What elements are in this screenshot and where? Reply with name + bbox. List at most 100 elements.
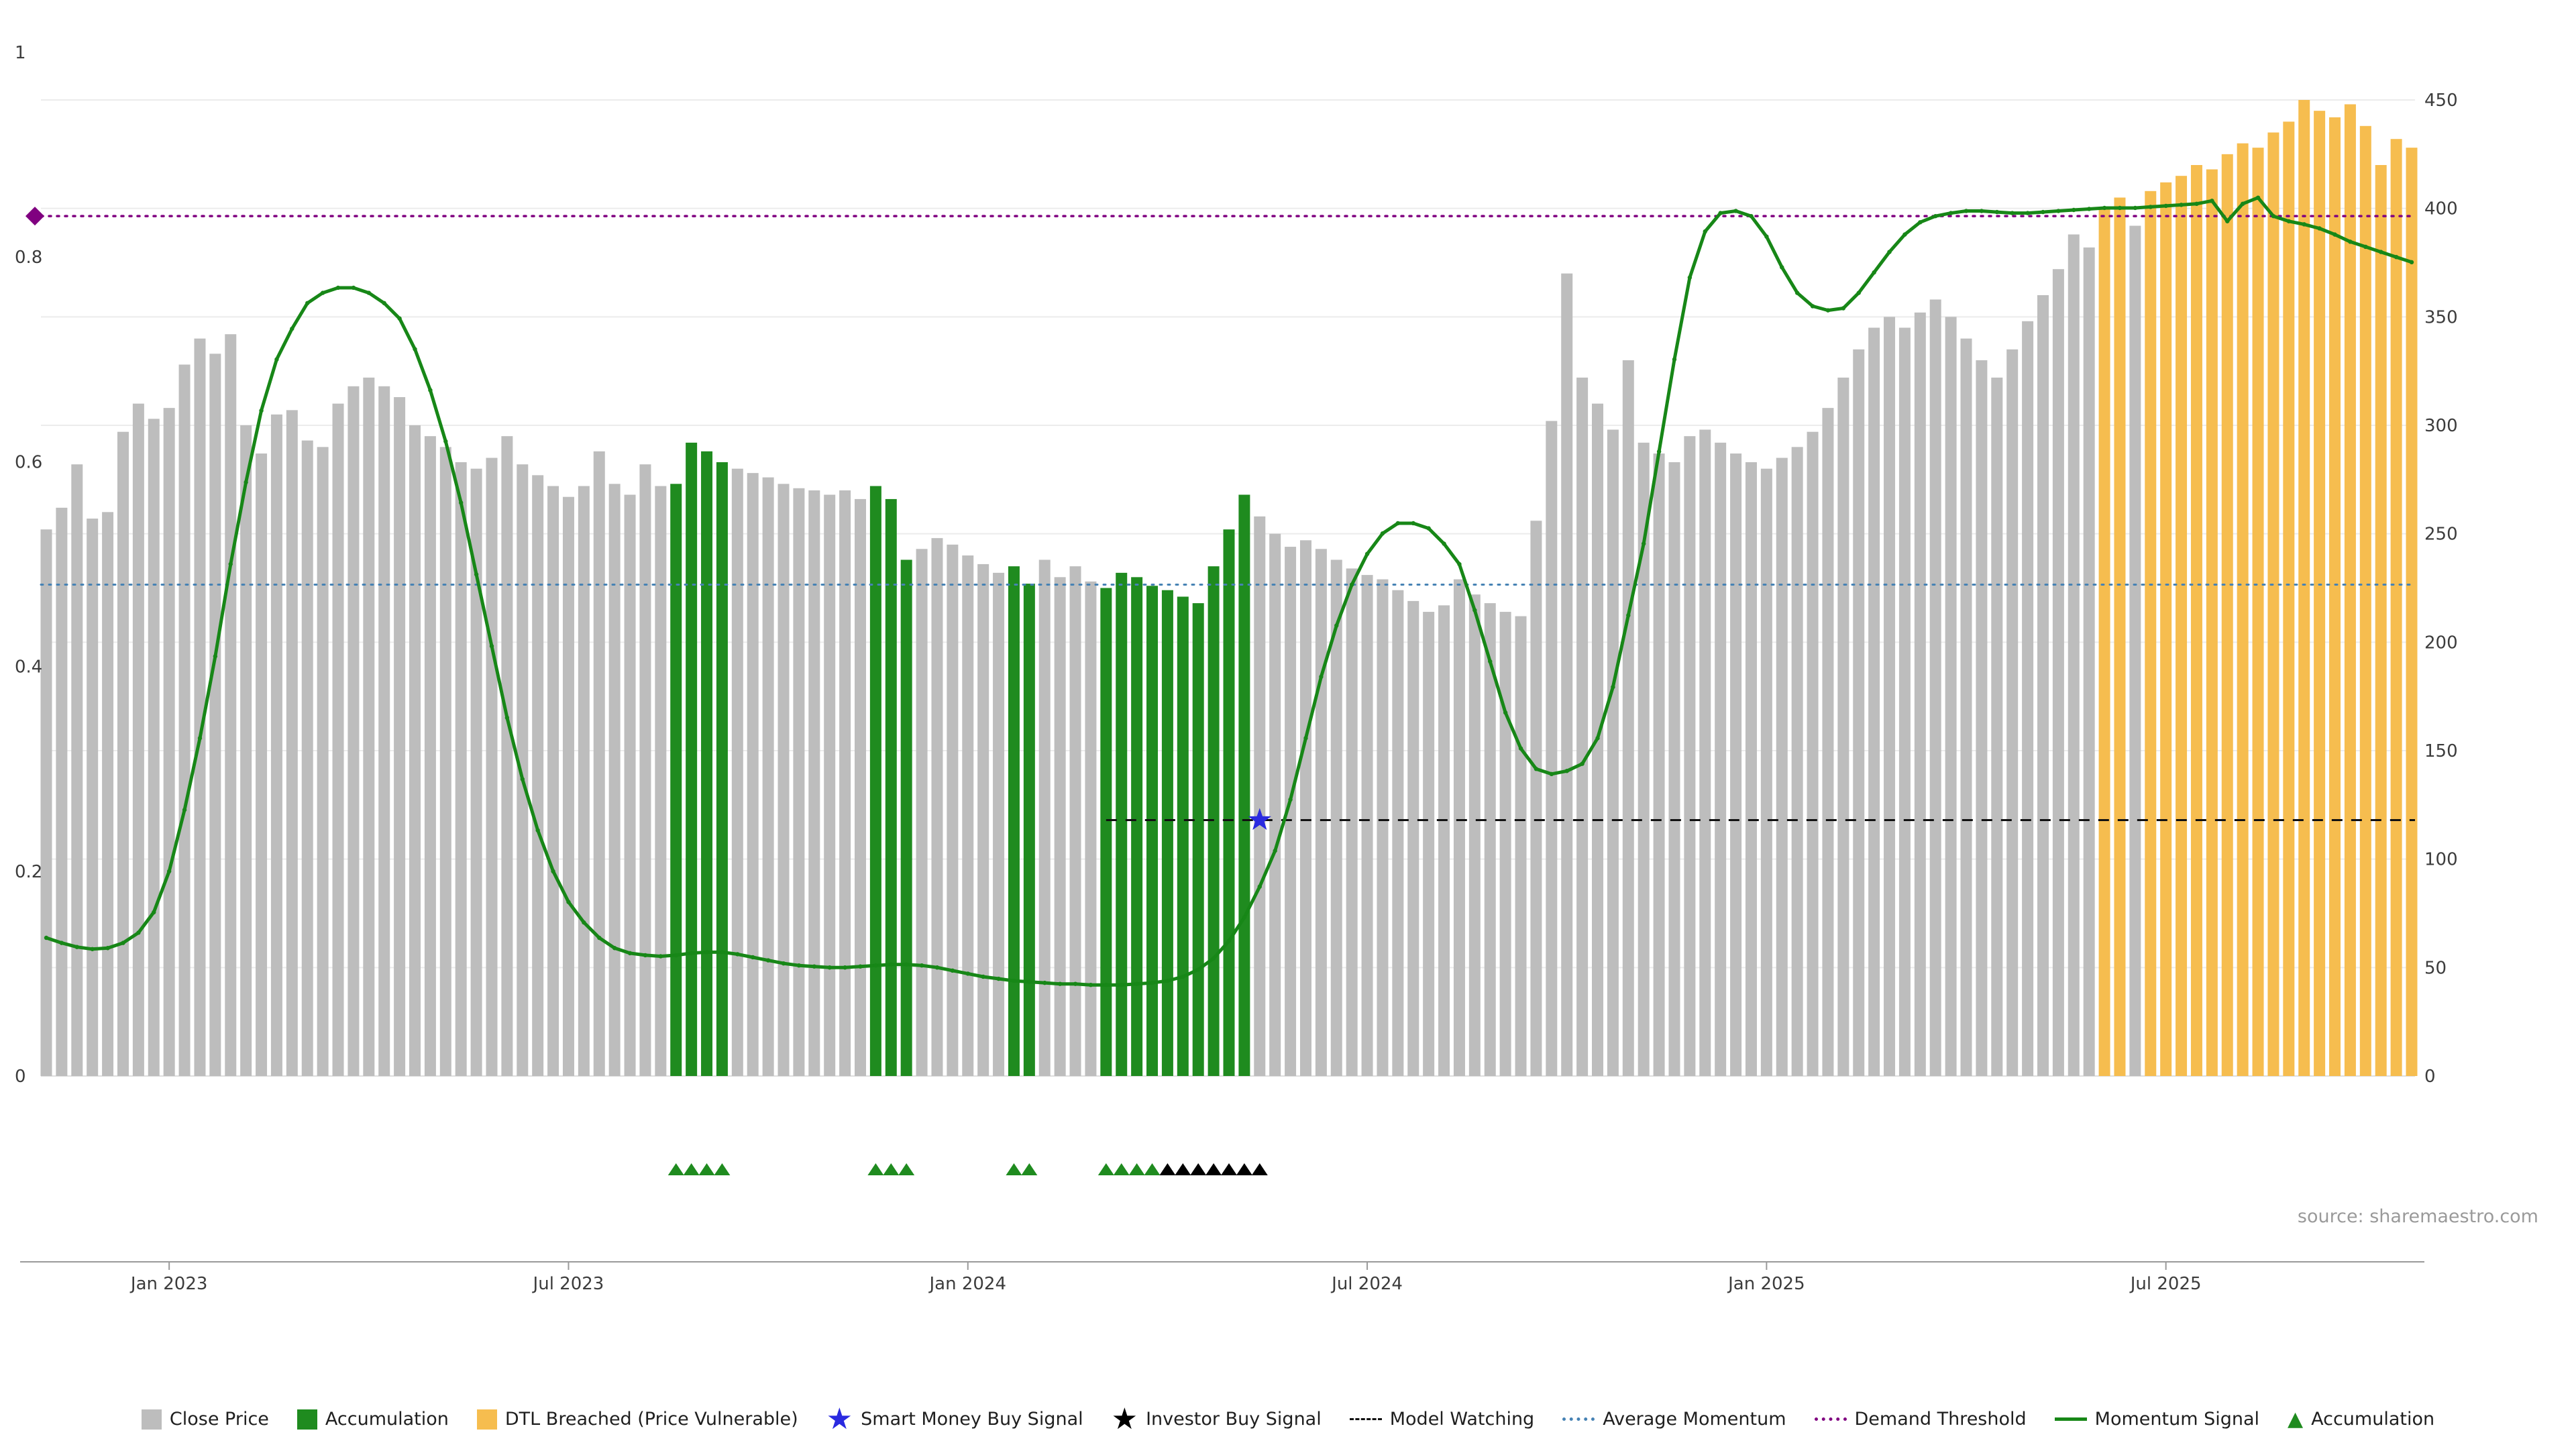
momentum-point: [1994, 209, 2000, 215]
close-price-bar: [1315, 549, 1327, 1076]
legend: Close Price Accumulation DTL Breached (Pri…: [0, 1401, 2576, 1436]
momentum-point: [1964, 209, 1969, 213]
momentum-point: [1242, 915, 1247, 920]
investor-buy-triangle: [1159, 1163, 1176, 1175]
momentum-point: [1226, 938, 1232, 943]
dtl-breached-bar: [2206, 169, 2218, 1076]
momentum-point: [889, 962, 894, 967]
momentum-point: [59, 941, 64, 945]
momentum-point: [335, 285, 341, 290]
momentum-point: [1549, 771, 1554, 777]
momentum-point: [1595, 736, 1600, 741]
close-price-bar: [854, 498, 866, 1076]
momentum-point: [259, 408, 264, 413]
momentum-point: [1503, 710, 1508, 715]
momentum-point: [1349, 582, 1354, 587]
legend-label: Average Momentum: [1603, 1409, 1786, 1430]
accumulation-bar: [1192, 603, 1204, 1076]
accumulation-bar: [1223, 529, 1235, 1076]
close-price-bar: [593, 451, 605, 1076]
legend-item-dtl-breached-price-vulnerable: DTL Breached (Price Vulnerable): [476, 1409, 798, 1430]
dtl-breached-bar: [2283, 121, 2295, 1076]
momentum-point: [1626, 613, 1631, 618]
x-axis-tick-label: Jan 2023: [129, 1274, 208, 1294]
close-price-bar: [424, 436, 436, 1076]
close-price-bar: [532, 475, 544, 1076]
close-price-bar: [1976, 360, 1988, 1076]
momentum-point: [2363, 244, 2368, 250]
legend-triangle-icon: ▲: [2288, 1407, 2304, 1431]
momentum-point: [1534, 767, 1539, 771]
accumulation-triangle: [867, 1163, 884, 1175]
momentum-point: [612, 946, 617, 951]
close-price-bar: [731, 468, 743, 1076]
momentum-point: [74, 945, 79, 949]
momentum-point: [2286, 219, 2292, 223]
momentum-point: [2179, 203, 2184, 207]
close-price-bar: [1991, 377, 2003, 1076]
momentum-point: [751, 955, 755, 960]
close-price-bar: [1715, 442, 1727, 1076]
momentum-point: [812, 964, 817, 969]
legend-solid-line-swatch: [2054, 1417, 2087, 1421]
investor-buy-triangle: [1236, 1163, 1252, 1175]
close-price-bar: [1638, 442, 1650, 1076]
momentum-point: [1780, 265, 1784, 270]
momentum-point: [1749, 213, 1754, 219]
momentum-point: [1119, 982, 1124, 987]
accumulation-bar: [1146, 586, 1159, 1076]
close-price-bar: [1853, 349, 1865, 1077]
close-price-bar: [1822, 408, 1834, 1076]
momentum-point: [1856, 290, 1861, 295]
momentum-point: [1027, 979, 1032, 984]
close-price-bar: [1346, 568, 1358, 1076]
momentum-point: [965, 971, 970, 976]
legend-label: Demand Threshold: [1854, 1409, 2027, 1430]
momentum-point: [1810, 304, 1815, 309]
legend-dotted-line-swatch: [1814, 1417, 1847, 1421]
x-axis-tick-label: Jul 2024: [1330, 1274, 1403, 1294]
close-price-bar: [1085, 581, 1097, 1076]
momentum-point: [1472, 608, 1477, 612]
legend-label: Accumulation: [2311, 1409, 2435, 1430]
accumulation-bar: [1177, 596, 1189, 1076]
close-price-bar: [1069, 566, 1081, 1076]
momentum-point: [796, 963, 802, 968]
close-price-bar: [639, 464, 651, 1076]
momentum-point: [1104, 982, 1109, 987]
right-axis-tick-label: 150: [2424, 741, 2458, 761]
momentum-point: [535, 828, 540, 833]
momentum-point: [1273, 849, 1277, 853]
momentum-point: [1825, 308, 1831, 313]
investor-buy-triangle: [1251, 1163, 1268, 1175]
momentum-point: [2379, 250, 2383, 254]
close-price-bar: [517, 464, 529, 1076]
momentum-point: [166, 869, 172, 874]
left-axis-tick-label: 0.2: [15, 862, 42, 882]
close-price-bar: [1622, 360, 1634, 1076]
legend-star-icon: ★: [826, 1401, 853, 1436]
reference-lines: [40, 215, 2416, 821]
right-axis-tick-label: 350: [2424, 307, 2458, 327]
accumulation-triangle: [898, 1163, 915, 1175]
right-axis-tick-label: 0: [2424, 1067, 2436, 1087]
accumulation-bar: [869, 486, 881, 1076]
investor-buy-triangle: [1175, 1163, 1191, 1175]
close-price-bar: [1837, 377, 1849, 1076]
legend-dashed-line-swatch: [1349, 1418, 1382, 1420]
momentum-point: [382, 301, 386, 306]
close-price-bar: [624, 494, 636, 1076]
dtl-breached-bar: [2221, 154, 2233, 1076]
accumulation-bar: [1208, 566, 1220, 1076]
close-price-bar: [1745, 462, 1757, 1076]
momentum-point: [1012, 978, 1016, 983]
momentum-point: [413, 347, 417, 352]
momentum-point: [1088, 982, 1093, 987]
close-price-bar: [1299, 540, 1311, 1076]
momentum-point: [1841, 306, 1846, 311]
legend-item-accumulation: Accumulation: [297, 1409, 449, 1430]
close-price-bar: [409, 425, 421, 1076]
close-price-bar: [317, 447, 329, 1076]
close-price-bar: [824, 494, 836, 1076]
dtl-breached-bar: [2359, 125, 2371, 1076]
